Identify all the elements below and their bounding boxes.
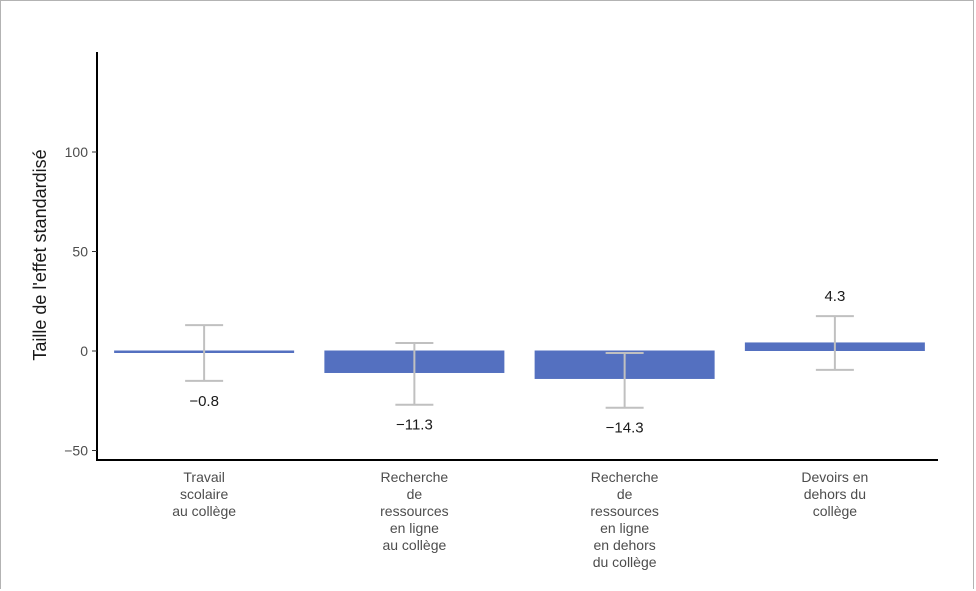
- bars-layer: [114, 342, 925, 379]
- errorbars-layer: [185, 315, 854, 409]
- y-ticks-layer: −50 0 50 100: [64, 144, 97, 459]
- x-category-label: Recherche de ressources en ligne en dehors du…: [590, 469, 658, 570]
- x-category-label: Devoirs en dehors du collège: [801, 469, 868, 519]
- y-tick-label: 0: [80, 343, 88, 359]
- y-tick-label: −50: [64, 443, 88, 459]
- y-tick-label: 50: [72, 244, 88, 260]
- y-axis-title: Taille de l'effet standardisé: [30, 149, 50, 360]
- data-label: −14.3: [606, 420, 644, 437]
- data-label: −11.3: [396, 417, 433, 434]
- data-label: −0.8: [189, 393, 219, 410]
- frame-gap: [1, 585, 973, 591]
- data-labels-layer: −0.8 −11.3 −14.3 4.3: [189, 288, 845, 437]
- x-category-label: Travail scolaire au collège: [172, 469, 236, 519]
- x-category-label: Recherche de ressources en ligne au collège: [380, 469, 448, 553]
- y-tick-label: 100: [65, 144, 89, 160]
- x-labels-layer: Travail scolaire au collège Recherche de ress…: [172, 469, 868, 570]
- axes-layer: [96, 52, 938, 461]
- data-label: 4.3: [824, 288, 845, 305]
